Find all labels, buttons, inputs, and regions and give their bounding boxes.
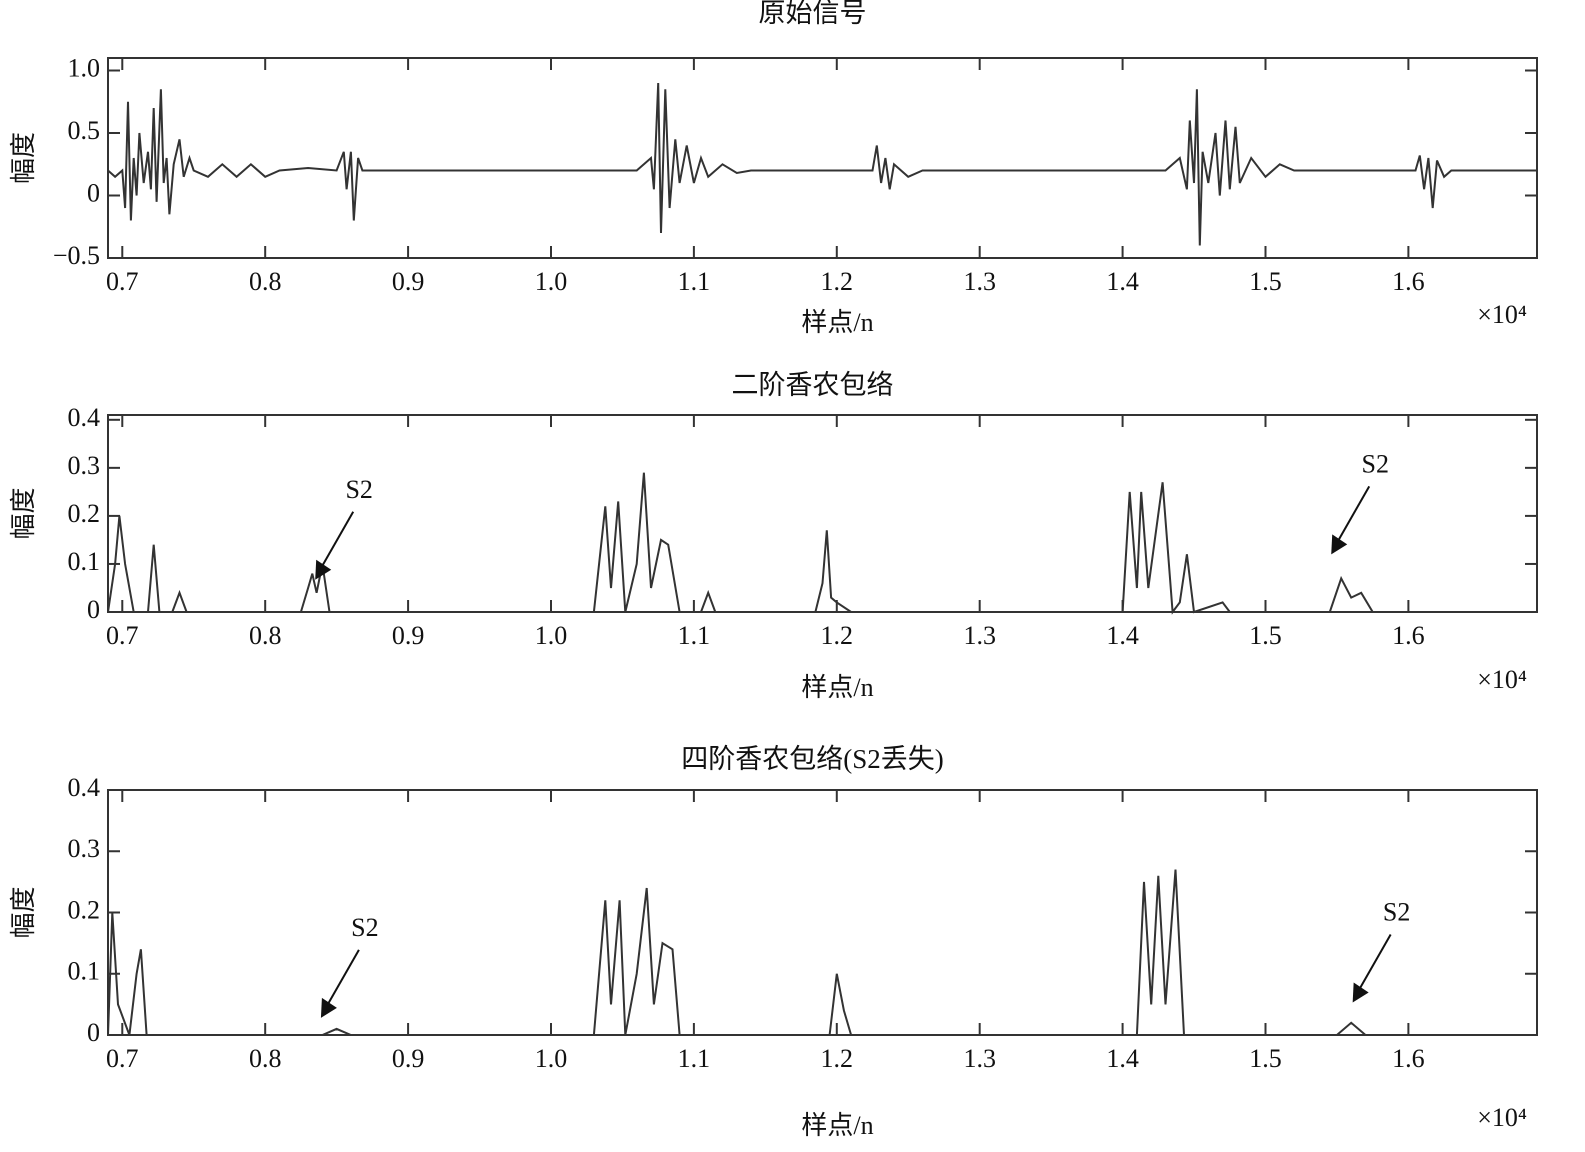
signal-line bbox=[107, 472, 1409, 615]
x-tick-label: 1.2 bbox=[821, 1044, 854, 1073]
x-tick-label: 1.0 bbox=[535, 621, 568, 650]
x-axis-label: 样点/n bbox=[801, 1111, 873, 1140]
y-tick-label: 0.3 bbox=[68, 834, 101, 863]
x-tick-label: 1.4 bbox=[1106, 621, 1139, 650]
x-tick-label: 1.3 bbox=[963, 621, 996, 650]
subplot: 原始信号 0.7 0.8 0.9 1.0 1.1 1.2 1.3 1.4 1.5 1.6 1.0 0.5… bbox=[9, 0, 1538, 337]
x-axis-label: 样点/n bbox=[801, 673, 873, 702]
x-multiplier: ×10⁴ bbox=[1477, 665, 1527, 694]
x-tick-label: 0.9 bbox=[392, 267, 425, 296]
axes-frame bbox=[107, 414, 1538, 613]
x-tick-label: 1.6 bbox=[1392, 621, 1425, 650]
y-tick-label: 0.3 bbox=[68, 451, 101, 480]
y-axis-label: 幅度 bbox=[9, 132, 38, 184]
x-tick-label: 0.8 bbox=[249, 621, 282, 650]
x-tick-label: 1.6 bbox=[1392, 267, 1425, 296]
x-tick-label: 1.0 bbox=[535, 267, 568, 296]
x-tick-label: 1.1 bbox=[678, 267, 711, 296]
y-axis-label: 幅度 bbox=[9, 487, 38, 539]
subplot-title: 二阶香农包络 bbox=[732, 370, 894, 400]
annotation-arrowhead bbox=[315, 559, 332, 580]
y-tick-label: 0.1 bbox=[68, 547, 101, 576]
signal-line bbox=[107, 869, 1437, 1036]
x-tick-label: 1.3 bbox=[963, 267, 996, 296]
y-tick-label: 0 bbox=[87, 1018, 100, 1047]
x-tick-label: 1.5 bbox=[1249, 267, 1282, 296]
x-tick-label: 1.5 bbox=[1249, 621, 1282, 650]
y-tick-label: 0.2 bbox=[68, 499, 101, 528]
y-tick-label: 0.4 bbox=[68, 403, 101, 432]
annotation-text: S2 bbox=[345, 475, 372, 504]
subplot-title: 原始信号 bbox=[759, 0, 867, 28]
x-tick-label: 0.7 bbox=[106, 1044, 139, 1073]
x-tick-label: 0.7 bbox=[106, 621, 139, 650]
subplot-title: 四阶香农包络(S2丢失) bbox=[681, 744, 944, 774]
x-tick-label: 1.5 bbox=[1249, 1044, 1282, 1073]
y-axis-label: 幅度 bbox=[9, 886, 38, 938]
x-multiplier: ×10⁴ bbox=[1477, 1103, 1527, 1132]
y-tick-label: 0 bbox=[87, 178, 100, 207]
signal-line bbox=[107, 82, 1537, 246]
annotation-arrow bbox=[1357, 934, 1392, 992]
x-tick-label: 1.6 bbox=[1392, 1044, 1425, 1073]
y-tick-label: 0.4 bbox=[68, 773, 101, 802]
x-tick-label: 1.4 bbox=[1106, 1044, 1139, 1073]
x-tick-label: 0.9 bbox=[392, 621, 425, 650]
annotation-arrow bbox=[320, 511, 355, 569]
x-multiplier: ×10⁴ bbox=[1477, 300, 1527, 329]
annotation-text: S2 bbox=[351, 913, 378, 942]
x-tick-label: 1.2 bbox=[821, 621, 854, 650]
axes-frame bbox=[107, 57, 1538, 259]
y-tick-label: −0.5 bbox=[53, 241, 100, 270]
y-tick-label: 0 bbox=[87, 595, 100, 624]
x-tick-label: 1.0 bbox=[535, 1044, 568, 1073]
annotation-arrowhead bbox=[1331, 534, 1348, 555]
y-tick-label: 0.1 bbox=[68, 957, 101, 986]
annotation-text: S2 bbox=[1383, 898, 1410, 927]
annotation-arrow bbox=[326, 949, 360, 1007]
x-tick-label: 1.1 bbox=[678, 1044, 711, 1073]
y-tick-label: 1.0 bbox=[68, 53, 101, 82]
y-tick-label: 0.5 bbox=[68, 116, 101, 145]
subplot: 二阶香农包络 0.7 0.8 0.9 1.0 1.1 1.2 1.3 1.4 1.5 1.6 0 0.1… bbox=[9, 370, 1538, 702]
x-tick-label: 1.3 bbox=[963, 1044, 996, 1073]
x-axis-label: 样点/n bbox=[801, 308, 873, 337]
x-tick-label: 1.1 bbox=[678, 621, 711, 650]
x-tick-label: 0.7 bbox=[106, 267, 139, 296]
x-tick-label: 0.9 bbox=[392, 1044, 425, 1073]
annotation-text: S2 bbox=[1361, 449, 1388, 478]
subplot: 四阶香农包络(S2丢失) 0.7 0.8 0.9 1.0 1.1 1.2 1.3 1.4 1.5 1… bbox=[9, 744, 1538, 1140]
x-tick-label: 1.2 bbox=[821, 267, 854, 296]
annotation-arrowhead bbox=[320, 997, 337, 1018]
x-tick-label: 0.8 bbox=[249, 267, 282, 296]
x-tick-label: 1.4 bbox=[1106, 267, 1139, 296]
annotation-arrow bbox=[1336, 485, 1371, 543]
y-tick-label: 0.2 bbox=[68, 895, 101, 924]
x-tick-label: 0.8 bbox=[249, 1044, 282, 1073]
annotation-arrowhead bbox=[1352, 982, 1369, 1003]
